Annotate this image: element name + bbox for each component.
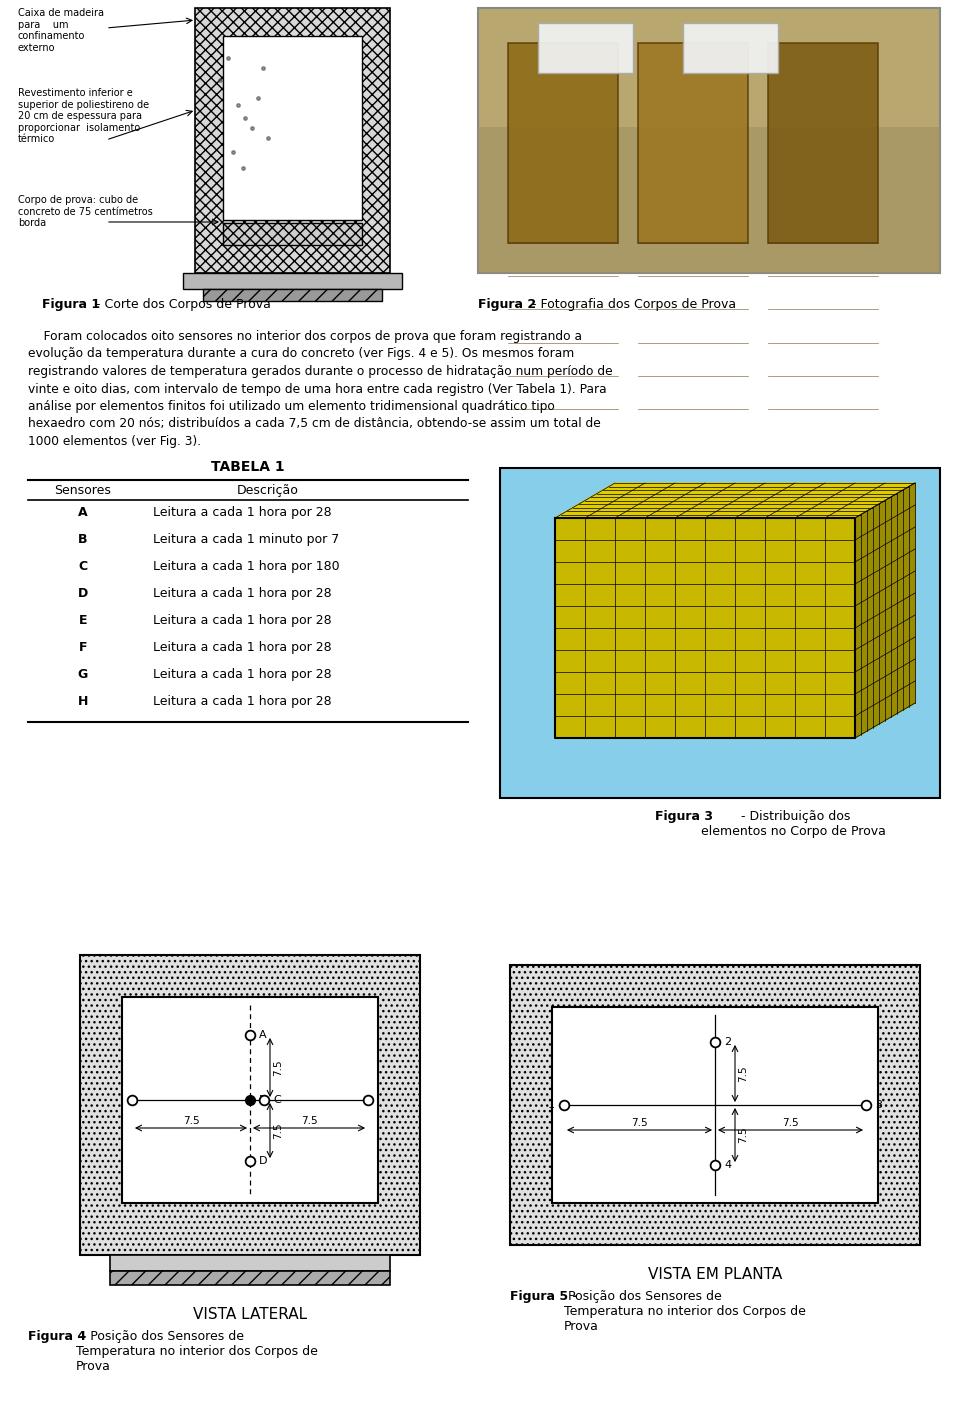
Text: 7.5: 7.5 (182, 1116, 200, 1126)
Text: B: B (79, 533, 87, 546)
Bar (110, 1254, 390, 1271)
Text: C: C (79, 560, 87, 573)
Text: Descrição: Descrição (237, 484, 299, 497)
Text: Figura 1: Figura 1 (42, 298, 100, 310)
Text: Figura 3: Figura 3 (655, 810, 713, 823)
Text: C: C (273, 1095, 280, 1105)
Text: A: A (78, 507, 87, 519)
Text: TABELA 1: TABELA 1 (211, 460, 285, 474)
Text: VISTA EM PLANTA: VISTA EM PLANTA (648, 1267, 782, 1283)
Text: Leitura a cada 1 hora por 28: Leitura a cada 1 hora por 28 (153, 667, 331, 682)
Text: H: H (78, 696, 88, 708)
Text: 7.5: 7.5 (273, 1122, 283, 1139)
Text: Sensores: Sensores (55, 484, 111, 497)
Text: F: F (79, 641, 87, 655)
Bar (195, 8, 390, 272)
Text: Figura 4: Figura 4 (28, 1331, 86, 1343)
Text: hexaedro com 20 nós; distribuídos a cada 7,5 cm de distância, obtendo-se assim u: hexaedro com 20 nós; distribuídos a cada… (28, 418, 601, 430)
Text: 7.5: 7.5 (738, 1065, 748, 1082)
Text: Figura 5 -: Figura 5 - (510, 1290, 578, 1302)
Text: Leitura a cada 1 hora por 28: Leitura a cada 1 hora por 28 (153, 587, 331, 600)
Text: Revestimento inferior e
superior de poliestireno de
20 cm de espessura para
prop: Revestimento inferior e superior de poli… (18, 87, 149, 144)
Bar (768, 42, 878, 243)
Text: Leitura a cada 1 hora por 28: Leitura a cada 1 hora por 28 (153, 641, 331, 655)
Bar (223, 223, 362, 246)
Bar (552, 1007, 878, 1204)
Bar (500, 468, 940, 799)
Text: 4: 4 (724, 1160, 732, 1170)
Bar (508, 42, 618, 243)
Text: - Distribuição dos
elementos no Corpo de Prova: - Distribuição dos elementos no Corpo de… (701, 810, 886, 838)
Text: 7.5: 7.5 (300, 1116, 318, 1126)
Bar (555, 518, 855, 738)
Text: Figura 2: Figura 2 (478, 298, 536, 310)
Text: 3: 3 (875, 1101, 882, 1110)
Text: Posição dos Sensores de
Temperatura no interior dos Corpos de
Prova: Posição dos Sensores de Temperatura no i… (564, 1290, 805, 1333)
Text: 7.5: 7.5 (273, 1060, 283, 1075)
Text: 2: 2 (724, 1037, 732, 1047)
Text: vinte e oito dias, com intervalo de tempo de uma hora entre cada registro (Ver T: vinte e oito dias, com intervalo de temp… (28, 382, 607, 395)
Text: Caixa de madeira
para    um
confinamento
externo: Caixa de madeira para um confinamento ex… (18, 8, 104, 52)
Text: - Corte dos Corpos de Prova: - Corte dos Corpos de Prova (92, 298, 271, 310)
Bar (80, 955, 420, 1254)
Text: 7.5: 7.5 (782, 1118, 799, 1127)
Text: 1000 elementos (ver Fig. 3).: 1000 elementos (ver Fig. 3). (28, 435, 202, 449)
Polygon shape (555, 483, 915, 518)
Text: Leitura a cada 1 minuto por 7: Leitura a cada 1 minuto por 7 (153, 533, 339, 546)
Text: D: D (78, 587, 88, 600)
Bar (223, 37, 362, 220)
Text: - Fotografia dos Corpos de Prova: - Fotografia dos Corpos de Prova (528, 298, 736, 310)
Text: evolução da temperatura durante a cura do concreto (ver Figs. 4 e 5). Os mesmos : evolução da temperatura durante a cura d… (28, 347, 574, 360)
Text: VISTA LATERAL: VISTA LATERAL (193, 1307, 307, 1322)
Text: B: B (259, 1095, 267, 1105)
Text: G: G (78, 667, 88, 682)
Bar (203, 289, 382, 301)
Bar (122, 998, 378, 1204)
Text: Leitura a cada 1 hora por 28: Leitura a cada 1 hora por 28 (153, 614, 331, 626)
Polygon shape (855, 483, 915, 738)
Text: 1: 1 (548, 1101, 555, 1110)
Bar (510, 965, 920, 1245)
Bar (683, 23, 778, 73)
Text: Foram colocados oito sensores no interior dos corpos de prova que foram registra: Foram colocados oito sensores no interio… (28, 330, 582, 343)
Text: A: A (259, 1030, 267, 1040)
Text: Leitura a cada 1 hora por 180: Leitura a cada 1 hora por 180 (153, 560, 340, 573)
Bar (538, 23, 633, 73)
Text: registrando valores de temperatura gerados durante o processo de hidratação num : registrando valores de temperatura gerad… (28, 365, 612, 378)
Bar (638, 42, 748, 243)
Text: 7.5: 7.5 (631, 1118, 648, 1127)
Text: D: D (259, 1156, 268, 1165)
Text: Corpo de prova: cubo de
concreto de 75 centímetros
borda: Corpo de prova: cubo de concreto de 75 c… (18, 195, 153, 229)
Bar (110, 1271, 390, 1285)
Text: análise por elementos finitos foi utilizado um elemento tridimensional quadrátic: análise por elementos finitos foi utiliz… (28, 399, 555, 413)
Bar (478, 8, 940, 272)
Text: Leitura a cada 1 hora por 28: Leitura a cada 1 hora por 28 (153, 507, 331, 519)
Text: Leitura a cada 1 hora por 28: Leitura a cada 1 hora por 28 (153, 696, 331, 708)
Bar (478, 127, 940, 272)
Text: 7.5: 7.5 (738, 1127, 748, 1143)
Bar (183, 272, 402, 289)
Text: – Posição dos Sensores de
Temperatura no interior dos Corpos de
Prova: – Posição dos Sensores de Temperatura no… (76, 1331, 318, 1373)
Text: E: E (79, 614, 87, 626)
